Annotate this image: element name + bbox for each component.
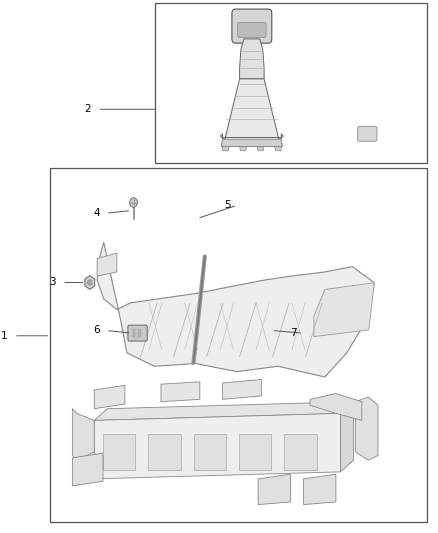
- Bar: [148, 434, 181, 470]
- Text: 3: 3: [49, 278, 56, 287]
- Text: 5: 5: [224, 200, 231, 210]
- FancyBboxPatch shape: [237, 22, 266, 37]
- Text: 4: 4: [93, 208, 100, 218]
- FancyBboxPatch shape: [358, 126, 377, 141]
- Circle shape: [88, 280, 92, 285]
- Polygon shape: [240, 39, 264, 79]
- Polygon shape: [304, 474, 336, 505]
- Bar: [138, 329, 141, 337]
- Text: 1: 1: [1, 331, 8, 341]
- Polygon shape: [223, 379, 261, 399]
- FancyBboxPatch shape: [232, 9, 272, 43]
- Polygon shape: [94, 402, 353, 421]
- Polygon shape: [275, 147, 282, 151]
- Polygon shape: [222, 147, 229, 151]
- Polygon shape: [94, 414, 340, 479]
- FancyBboxPatch shape: [128, 325, 147, 341]
- Bar: [194, 434, 226, 470]
- Bar: [155, 3, 427, 163]
- Circle shape: [130, 198, 138, 207]
- Polygon shape: [72, 453, 103, 486]
- Polygon shape: [310, 393, 362, 421]
- Bar: [103, 434, 135, 470]
- Bar: [239, 434, 272, 470]
- Polygon shape: [72, 409, 94, 460]
- Bar: [50, 168, 427, 522]
- Polygon shape: [257, 147, 264, 151]
- Polygon shape: [94, 385, 125, 409]
- Polygon shape: [97, 253, 117, 276]
- Text: 6: 6: [93, 326, 100, 335]
- Text: 2: 2: [84, 104, 91, 114]
- Polygon shape: [240, 147, 247, 151]
- Text: 7: 7: [290, 328, 297, 338]
- Polygon shape: [97, 243, 374, 377]
- Bar: [284, 434, 317, 470]
- Polygon shape: [221, 139, 283, 147]
- Polygon shape: [161, 382, 200, 402]
- Bar: [133, 329, 135, 337]
- Polygon shape: [220, 79, 283, 140]
- Polygon shape: [258, 474, 290, 505]
- Polygon shape: [355, 397, 378, 460]
- Polygon shape: [340, 402, 353, 472]
- Polygon shape: [314, 282, 374, 337]
